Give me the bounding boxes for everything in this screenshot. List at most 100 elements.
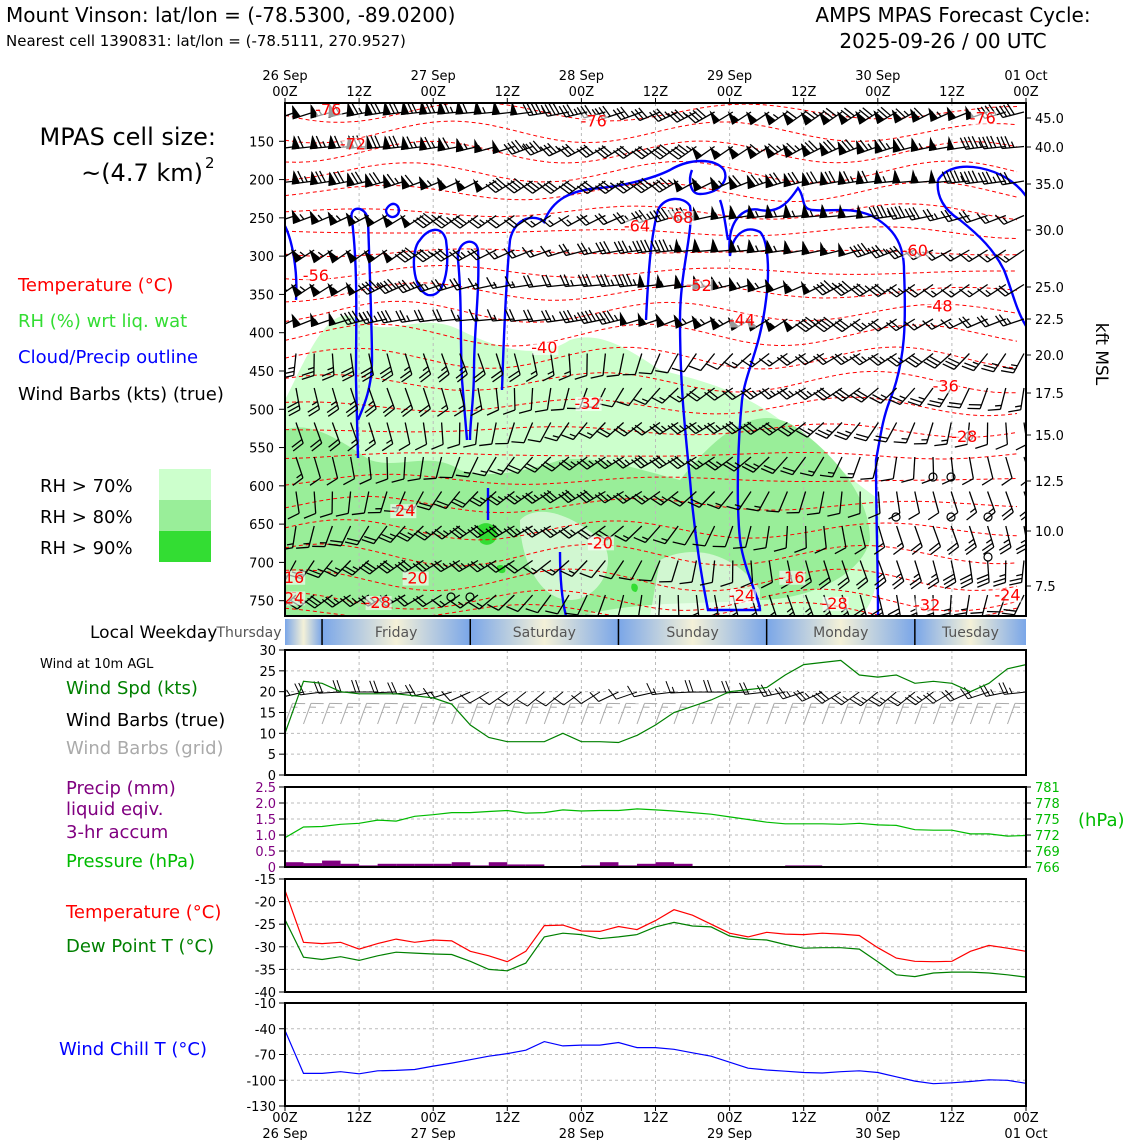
temp-label: -56 [303, 266, 329, 285]
dewpoint-label: Dew Point T (°C) [66, 936, 214, 957]
temp-label: -28 [951, 427, 977, 446]
weekday-name: Monday [813, 625, 868, 641]
pressure-tick-label: 766 [1035, 861, 1060, 876]
pressure-unit-label: (hPa) [1078, 810, 1125, 831]
height-tick-label: 40.0 [1035, 141, 1064, 156]
top-date-label: 29 Sep [707, 69, 752, 84]
bottom-date-label: 01 Oct [1004, 1127, 1047, 1140]
temp-label: -52 [686, 276, 712, 295]
pressure-tick-label: 778 [1035, 797, 1060, 812]
y-tick-label: 0.5 [255, 845, 276, 860]
legend-cloud: Cloud/Precip outline [18, 347, 198, 368]
top-date-label: 30 Sep [855, 69, 900, 84]
temp-label: -28 [822, 594, 848, 613]
height-tick-label: 17.5 [1035, 387, 1064, 402]
temp-label: -16 [278, 568, 304, 587]
y-tick-label: -20 [255, 896, 276, 911]
temp-label: -32 [914, 595, 940, 614]
pressure-tick-label: 300 [249, 250, 274, 265]
top-hour-label: 12Z [346, 85, 372, 100]
bottom-date-label: 27 Sep [411, 1127, 456, 1140]
legend-wind: Wind Barbs (kts) (true) [18, 384, 224, 405]
pressure-tick-label: 350 [249, 288, 274, 303]
page-title: Mount Vinson: lat/lon = (-78.5300, -89.0… [6, 3, 455, 27]
cross-section-panel: -76-72-76-76-64-68-60-56-52-48-44-40-36-… [249, 100, 1111, 624]
barb-staff [387, 457, 388, 479]
top-hour-label: 12Z [495, 85, 521, 100]
y-tick-label: -30 [255, 941, 276, 956]
temperature-panel: -15-20-25-30-35-40 [255, 873, 1026, 1001]
barb-staff [933, 457, 934, 479]
y-tick-label: -25 [255, 918, 276, 933]
precip-label-3: 3-hr accum [66, 822, 168, 843]
pressure-tick-label: 700 [249, 556, 274, 571]
temp-label: -76 [970, 108, 996, 127]
y-tick-label: 30 [259, 644, 276, 659]
barb-full [274, 283, 284, 295]
pressure-tick-label: 650 [249, 518, 274, 533]
temp-label: -64 [624, 216, 650, 235]
y-tick-label: -70 [255, 1049, 276, 1064]
pressure-tick-label: 150 [249, 135, 274, 150]
pressure-label: Pressure (hPa) [66, 851, 195, 872]
y-tick-label: -100 [246, 1074, 276, 1089]
barb-half [1032, 705, 1038, 709]
weekday-name: Sunday [666, 625, 718, 641]
height-tick-label: 12.5 [1035, 475, 1064, 490]
temp-label: -40 [531, 338, 557, 357]
legend-rh80-label: RH > 80% [40, 507, 133, 528]
y-tick-label: 10 [259, 727, 276, 742]
y-tick-label: 1.5 [255, 813, 276, 828]
cell-size-line2: ~(4.7 km) [81, 159, 203, 187]
top-hour-label: 00Z [420, 85, 446, 100]
temp-label: -72 [340, 134, 366, 153]
bottom-hour-label: 12Z [939, 1111, 965, 1126]
pressure-tick-label: 450 [249, 365, 274, 380]
top-date-label: 27 Sep [411, 69, 456, 84]
temp-label: -24 [278, 588, 304, 607]
pressure-tick-label: 500 [249, 403, 274, 418]
temperature-label: Temperature (°C) [65, 902, 221, 923]
bottom-hour-label: 12Z [346, 1111, 372, 1126]
temp-label: -36 [933, 376, 959, 395]
y-tick-label: -15 [255, 873, 276, 888]
bottom-hour-label: 00Z [717, 1111, 743, 1126]
bottom-date-label: 30 Sep [855, 1127, 900, 1140]
temp-label: -68 [667, 208, 693, 227]
temp-label: -60 [902, 241, 928, 260]
barb-staff [806, 526, 807, 548]
barb-staff [1026, 703, 1034, 724]
bottom-date-label: 29 Sep [707, 1127, 752, 1140]
legend-rh: RH (%) wrt liq. wat [18, 311, 187, 332]
bottom-hour-label: 00Z [272, 1111, 298, 1126]
top-hour-label: 00Z [717, 85, 743, 100]
pressure-tick-label: 772 [1035, 829, 1060, 844]
barb-full [276, 171, 281, 183]
page-subtitle: Nearest cell 1390831: lat/lon = (-78.511… [6, 32, 406, 50]
pressure-tick-label: 750 [249, 595, 274, 610]
barb-staff [678, 595, 679, 617]
height-tick-label: 10.0 [1035, 525, 1064, 540]
wind-barbs-grid-label: Wind Barbs (grid) [66, 738, 224, 759]
temp-label: -44 [729, 311, 755, 330]
top-hour-label: 00Z [865, 85, 891, 100]
bottom-date-label: 28 Sep [559, 1127, 604, 1140]
grid-wind-barb [1026, 700, 1046, 729]
cell-size-exponent: 2 [205, 154, 215, 172]
y-tick-label: -10 [255, 997, 276, 1012]
top-hour-label: 12Z [939, 85, 965, 100]
precip-label: Precip (mm) [66, 778, 176, 799]
bottom-date-label: 26 Sep [262, 1127, 307, 1140]
barb-full [273, 574, 285, 583]
cell-size-line1: MPAS cell size: [40, 123, 216, 151]
temp-label: -24 [994, 585, 1020, 604]
precip-label-2: liquid eqiv. [66, 799, 163, 820]
y-tick-label: -35 [255, 963, 276, 978]
legend-rh80-swatch [159, 500, 211, 531]
wind-barbs-true-label: Wind Barbs (true) [66, 710, 225, 731]
